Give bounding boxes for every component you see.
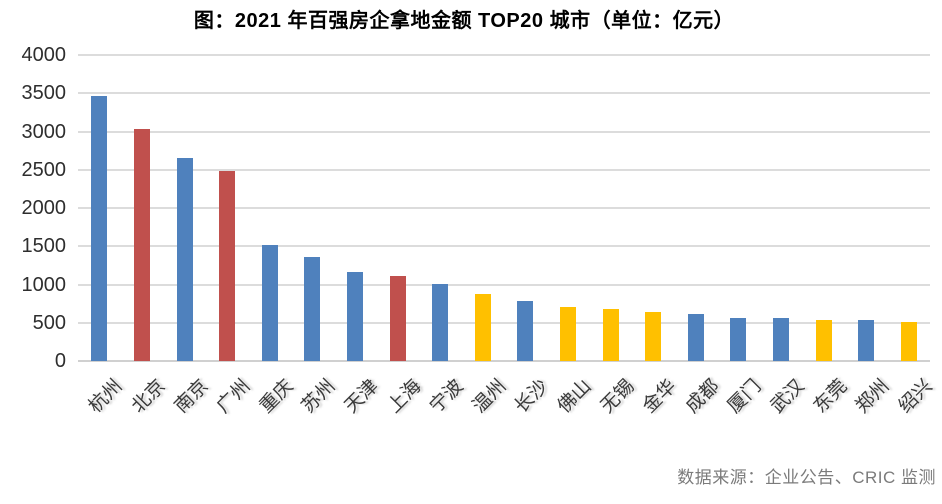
bar-天津 bbox=[346, 272, 363, 361]
bar-重庆 bbox=[261, 244, 278, 361]
bar-佛山 bbox=[559, 307, 576, 361]
bar-绍兴 bbox=[900, 321, 917, 361]
bar-金华 bbox=[645, 312, 662, 361]
gridline bbox=[78, 168, 930, 171]
bar-长沙 bbox=[517, 300, 534, 361]
gridline bbox=[78, 130, 930, 133]
gridline bbox=[78, 283, 930, 286]
data-source-note: 数据来源：企业公告、CRIC 监测 bbox=[677, 468, 936, 487]
y-tick-label: 1500 bbox=[21, 235, 67, 258]
bar-上海 bbox=[389, 276, 406, 361]
chart-title: 图：2021 年百强房企拿地金额 TOP20 城市（单位：亿元） bbox=[193, 10, 735, 32]
bar-郑州 bbox=[858, 320, 875, 361]
gridline bbox=[78, 245, 930, 248]
x-axis-line bbox=[78, 360, 930, 362]
bar-温州 bbox=[474, 294, 491, 361]
gridline bbox=[78, 54, 930, 56]
bar-成都 bbox=[687, 313, 704, 361]
y-tick-label: 3500 bbox=[21, 82, 67, 105]
bar-东莞 bbox=[815, 320, 832, 361]
bar-北京 bbox=[133, 129, 150, 361]
bar-杭州 bbox=[91, 96, 108, 361]
y-tick-label: 1000 bbox=[21, 273, 67, 296]
bar-广州 bbox=[219, 170, 236, 361]
bar-宁波 bbox=[432, 284, 449, 361]
y-tick-label: 2000 bbox=[21, 197, 67, 219]
bar-南京 bbox=[176, 157, 193, 361]
bar-无锡 bbox=[602, 308, 619, 361]
y-tick-label: 0 bbox=[54, 350, 66, 372]
gridline bbox=[78, 207, 930, 209]
y-tick-label: 500 bbox=[32, 311, 66, 334]
gridline bbox=[78, 92, 930, 95]
bar-武汉 bbox=[772, 318, 789, 361]
x-axis-tick-labels: 杭州 北京 南京 广州 重庆 苏州 天津 上海 宁波 温州 长沙 佛山 无锡 金华 成都 厦门 武汉 东莞 郑州 绍兴 bbox=[78, 361, 942, 446]
bar-苏州 bbox=[304, 256, 321, 361]
y-tick-label: 4000 bbox=[21, 44, 67, 66]
gridline bbox=[78, 321, 930, 324]
plot-area bbox=[78, 54, 930, 362]
bar-厦门 bbox=[730, 317, 747, 361]
y-tick-label: 2500 bbox=[21, 158, 67, 181]
y-tick-label: 3000 bbox=[21, 120, 67, 143]
y-axis-tick-labels: 0 500 1000 1500 2000 2500 3000 3500 4000 bbox=[0, 45, 67, 371]
